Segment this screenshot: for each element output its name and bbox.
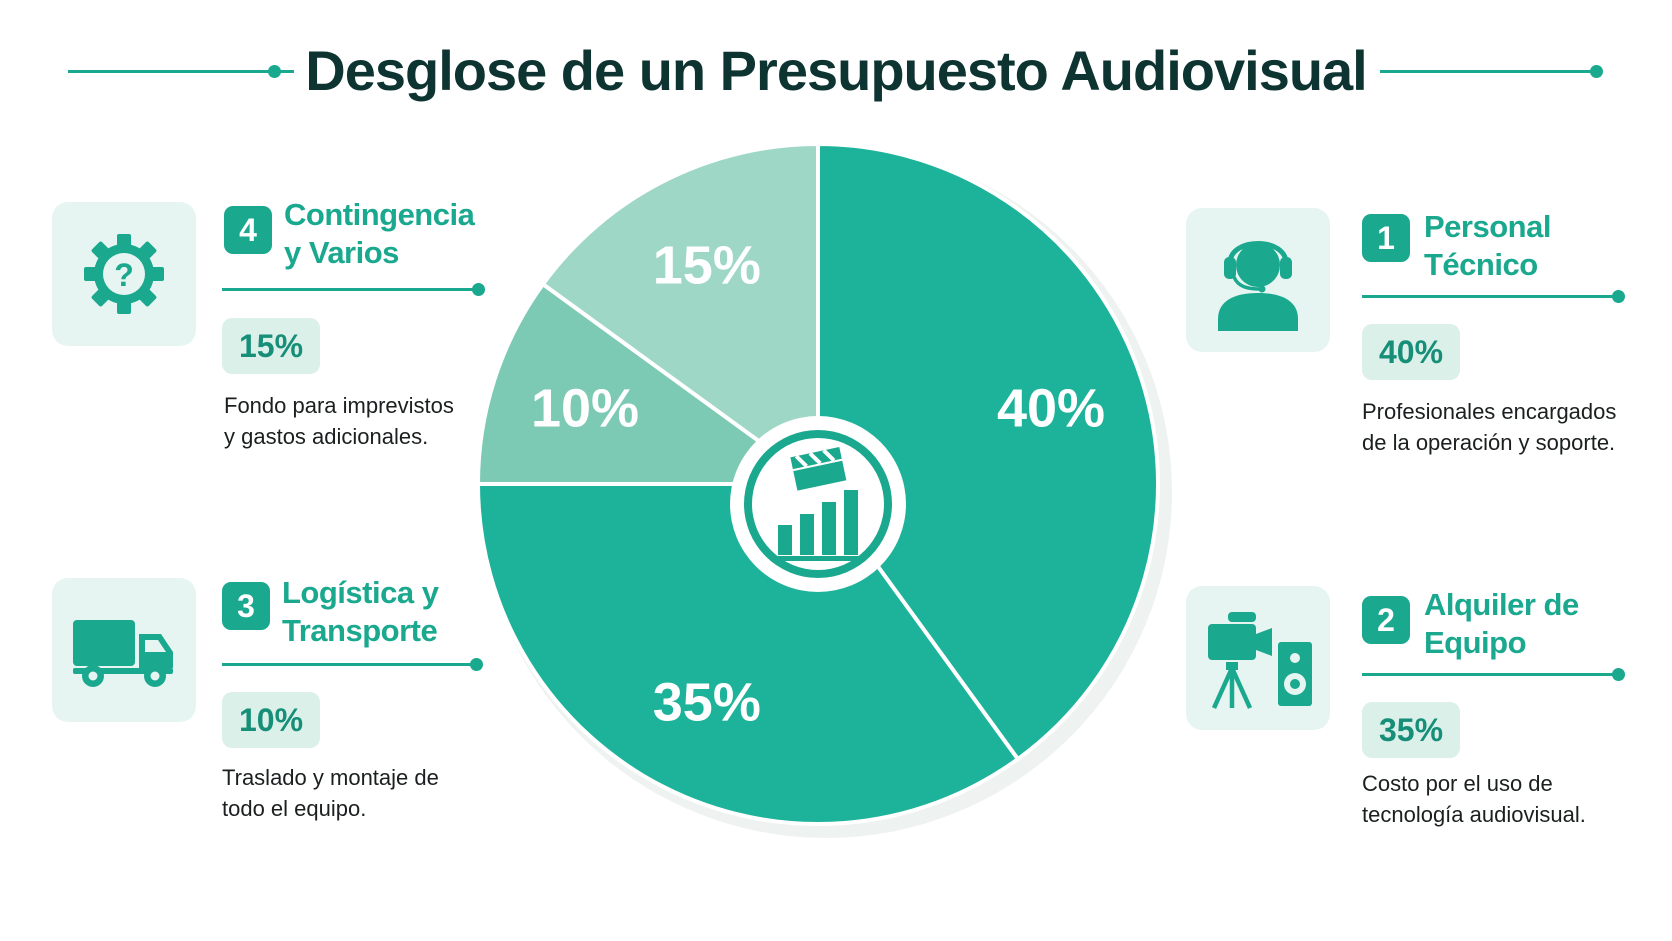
card-rule-dot-logistica: [470, 658, 483, 671]
title-line-left: [68, 70, 294, 73]
number-badge-3: 3: [222, 582, 270, 630]
card-title-alquiler: Alquiler de Equipo: [1424, 587, 1579, 660]
card-description-personal: Profesionales encargados de la operación…: [1362, 399, 1617, 455]
card-description-contingencia: Fondo para imprevistos y gastos adiciona…: [224, 393, 454, 449]
gear-question-icon: ?: [84, 234, 164, 314]
title-line-right: [1380, 70, 1596, 73]
video-camera-speaker-icon: [1208, 612, 1312, 709]
pie-slice-label-4: 15%: [653, 236, 761, 296]
pie-slice-labels: 40% 35% 10% 15%: [531, 236, 1105, 733]
center-badge: [730, 416, 906, 592]
title-line-left-dot: [268, 65, 281, 78]
card-title-personal: Personal Técnico: [1424, 209, 1551, 282]
percent-pill-personal: 40%: [1362, 324, 1460, 380]
card-rule-dot-alquiler: [1612, 668, 1625, 681]
number-badge-2: 2: [1362, 596, 1410, 644]
card-description-alquiler: Costo por el uso de tecnología audiovisu…: [1362, 771, 1586, 827]
pie-slice-label-3: 10%: [531, 378, 639, 438]
percent-pill-alquiler: 35%: [1362, 702, 1460, 758]
pie-slices: [476, 142, 1161, 827]
title-line-right-dot: [1590, 65, 1603, 78]
truck-icon: [73, 620, 173, 687]
card-rule-dot-contingencia: [472, 283, 485, 296]
number-badge-4: 4: [224, 206, 272, 254]
card-rule-contingencia: [222, 288, 478, 291]
pie-slice-label-1: 40%: [997, 378, 1105, 438]
card-rule-alquiler: [1362, 673, 1618, 676]
card-rule-logistica: [222, 663, 476, 666]
pie-slice-2: [476, 482, 1020, 827]
percent-pill-logistica: 10%: [222, 692, 320, 748]
card-title-logistica: Logística y Transporte: [282, 575, 439, 648]
icon-tile-contingencia: ?: [52, 202, 196, 346]
icon-tile-alquiler: [1186, 586, 1330, 730]
card-title-contingencia: Contingencia y Varios: [284, 197, 475, 270]
headset-person-icon: [1218, 241, 1298, 331]
svg-text:?: ?: [114, 257, 134, 293]
pie-slice-4: [540, 142, 820, 486]
icon-tile-personal: [1186, 208, 1330, 352]
card-description-logistica: Traslado y montaje de todo el equipo.: [222, 765, 439, 821]
pie-slice-1: [816, 142, 1161, 762]
clapperboard-bar-chart-icon: [770, 447, 866, 561]
card-rule-dot-personal: [1612, 290, 1625, 303]
icon-tile-logistica: [52, 578, 196, 722]
page-title: Desglose de un Presupuesto Audiovisual: [305, 39, 1368, 102]
card-rule-personal: [1362, 295, 1618, 298]
percent-pill-contingencia: 15%: [222, 318, 320, 374]
pie-slice-3: [476, 282, 820, 486]
pie-slice-label-2: 35%: [653, 672, 761, 732]
number-badge-1: 1: [1362, 214, 1410, 262]
